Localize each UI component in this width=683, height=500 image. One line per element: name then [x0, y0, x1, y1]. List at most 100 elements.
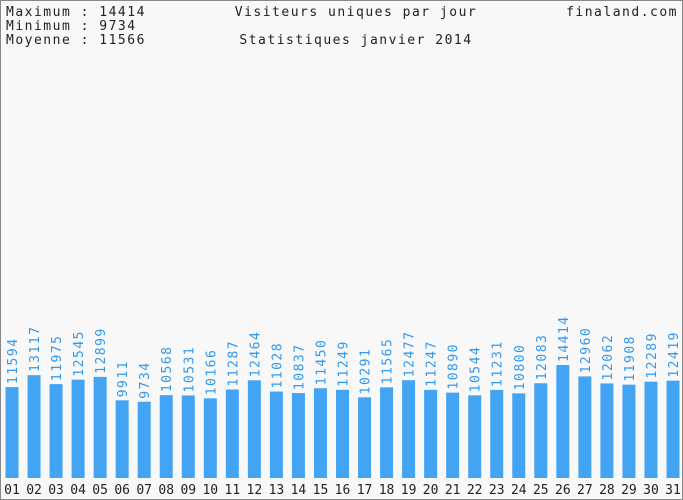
value-label: 11249 — [337, 340, 352, 387]
x-tick-label: 01 — [4, 483, 20, 498]
x-tick-label: 28 — [599, 483, 615, 498]
x-tick-label: 21 — [445, 483, 461, 498]
bar — [556, 365, 570, 478]
bar — [5, 387, 19, 478]
value-label: 10544 — [469, 346, 484, 393]
value-label: 10890 — [447, 343, 462, 390]
x-tick-label: 29 — [621, 483, 637, 498]
x-tick-label: 14 — [291, 483, 307, 498]
x-tick-label: 27 — [577, 483, 593, 498]
value-label: 14414 — [557, 315, 572, 362]
site-name: finaland.com — [566, 5, 678, 20]
bar — [137, 401, 151, 478]
value-label: 10291 — [359, 348, 374, 395]
value-label: 11594 — [6, 337, 21, 384]
bar — [203, 398, 217, 478]
x-tick-label: 15 — [313, 483, 329, 498]
bar — [247, 380, 261, 478]
chart-subtitle: Statistiques janvier 2014 — [239, 33, 472, 48]
x-tick-label: 12 — [247, 483, 263, 498]
bar — [181, 395, 195, 478]
bar — [534, 383, 548, 478]
value-label: 10800 — [513, 344, 528, 391]
value-label: 13117 — [28, 326, 43, 373]
bar — [402, 380, 416, 478]
value-label: 10837 — [292, 343, 307, 390]
value-label: 12464 — [248, 331, 263, 378]
chart-title: Visiteurs uniques par jour — [235, 5, 478, 20]
value-label: 12899 — [94, 327, 109, 374]
x-tick-label: 07 — [136, 483, 152, 498]
value-label: 10531 — [182, 346, 197, 393]
value-label: 9911 — [116, 360, 131, 397]
value-label: 11231 — [491, 340, 506, 387]
x-tick-label: 05 — [92, 483, 108, 498]
bar — [27, 375, 41, 478]
bar — [49, 384, 63, 478]
value-label: 11975 — [50, 334, 65, 381]
value-label: 12289 — [645, 332, 660, 379]
stat-avg: Moyenne : 11566 — [6, 33, 146, 48]
x-tick-label: 09 — [180, 483, 196, 498]
value-label: 11247 — [425, 340, 440, 387]
value-label: 10568 — [160, 346, 175, 393]
bar — [424, 389, 438, 478]
bar — [225, 389, 239, 478]
x-tick-label: 13 — [269, 483, 285, 498]
value-label: 12477 — [403, 331, 418, 378]
bar — [622, 384, 636, 478]
value-label: 11287 — [226, 340, 241, 387]
x-tick-label: 06 — [114, 483, 130, 498]
value-label: 9734 — [138, 361, 153, 398]
bar — [159, 395, 173, 478]
bar — [115, 400, 129, 478]
x-tick-label: 26 — [555, 483, 571, 498]
x-tick-label: 30 — [643, 483, 659, 498]
bar — [313, 388, 327, 478]
x-tick-label: 20 — [423, 483, 439, 498]
x-tick-label: 23 — [489, 483, 505, 498]
x-tick-label: 17 — [357, 483, 373, 498]
stat-min: Minimum : 9734 — [6, 19, 137, 34]
x-tick-label: 03 — [48, 483, 64, 498]
bar — [468, 395, 482, 478]
bar — [512, 393, 526, 478]
bar — [336, 389, 349, 478]
x-tick-label: 08 — [158, 483, 174, 498]
value-label: 11908 — [623, 335, 638, 382]
bar — [93, 376, 107, 478]
x-tick-label: 16 — [335, 483, 351, 498]
value-label: 12419 — [667, 331, 682, 378]
bar — [269, 391, 283, 478]
value-label: 12083 — [535, 334, 550, 381]
x-tick-label: 10 — [202, 483, 218, 498]
x-tick-label: 04 — [70, 483, 86, 498]
value-label: 12062 — [601, 334, 616, 381]
bar — [358, 397, 372, 478]
x-tick-label: 24 — [511, 483, 527, 498]
x-tick-label: 22 — [467, 483, 483, 498]
bar — [446, 392, 460, 478]
bar — [291, 393, 305, 478]
bar — [380, 387, 394, 478]
x-tick-label: 18 — [379, 483, 395, 498]
x-tick-label: 19 — [401, 483, 417, 498]
value-label: 12960 — [579, 327, 594, 374]
x-tick-label: 02 — [26, 483, 42, 498]
bar — [644, 381, 658, 478]
value-label: 12545 — [72, 330, 87, 377]
value-label: 10166 — [204, 349, 219, 396]
x-tick-label: 25 — [533, 483, 549, 498]
stat-max: Maximum : 14414 — [6, 5, 146, 20]
bar — [490, 389, 504, 478]
x-tick-label: 31 — [665, 483, 681, 498]
bar — [578, 376, 592, 478]
bar — [71, 379, 85, 478]
bar — [600, 383, 614, 478]
x-tick-label: 11 — [225, 483, 241, 498]
value-label: 11565 — [381, 338, 396, 385]
value-label: 11450 — [314, 339, 329, 386]
value-label: 11028 — [270, 342, 285, 389]
bar — [666, 380, 680, 478]
